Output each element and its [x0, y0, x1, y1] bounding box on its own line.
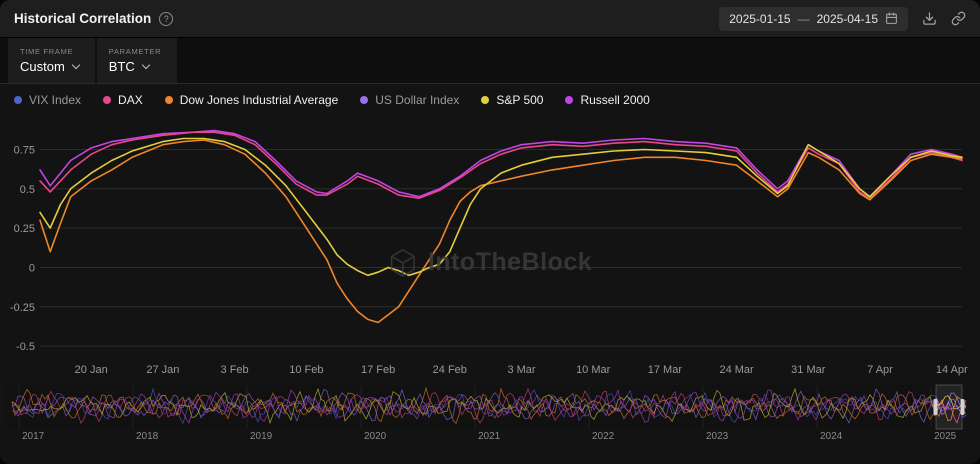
share-link-icon[interactable]	[951, 11, 966, 26]
svg-text:2019: 2019	[250, 431, 273, 442]
svg-text:3 Mar: 3 Mar	[507, 364, 535, 376]
svg-text:2024: 2024	[820, 431, 843, 442]
legend: VIX Index DAX Dow Jones Industrial Avera…	[0, 84, 980, 112]
svg-text:2025: 2025	[934, 431, 957, 442]
chevron-down-icon	[71, 60, 81, 70]
svg-text:3 Feb: 3 Feb	[221, 364, 249, 376]
time-frame-label: TIME FRAME	[20, 47, 74, 56]
legend-label: US Dollar Index	[375, 93, 460, 107]
calendar-icon	[885, 12, 898, 25]
svg-text:24 Feb: 24 Feb	[433, 364, 467, 376]
svg-text:17 Mar: 17 Mar	[648, 364, 683, 376]
date-range-separator: —	[797, 11, 810, 26]
chevron-down-icon	[141, 60, 151, 70]
svg-text:0.5: 0.5	[20, 184, 35, 196]
svg-text:2023: 2023	[706, 431, 729, 442]
series-color-dot	[360, 96, 369, 104]
parameter-label: PARAMETER	[108, 47, 162, 56]
legend-item-vix[interactable]: VIX Index	[14, 93, 81, 107]
time-frame-dropdown[interactable]: TIME FRAME Custom	[8, 38, 95, 83]
svg-text:2018: 2018	[136, 431, 159, 442]
download-icon[interactable]	[922, 11, 937, 26]
series-color-dot	[103, 96, 112, 104]
svg-text:17 Feb: 17 Feb	[361, 364, 395, 376]
help-icon[interactable]: ?	[159, 11, 174, 26]
svg-text:10 Feb: 10 Feb	[289, 364, 323, 376]
svg-text:14 Apr: 14 Apr	[936, 364, 968, 376]
controls-row: TIME FRAME Custom PARAMETER BTC	[0, 38, 980, 84]
legend-label: Dow Jones Industrial Average	[179, 93, 339, 107]
legend-item-russell-2000[interactable]: Russell 2000	[565, 93, 650, 107]
svg-text:31 Mar: 31 Mar	[791, 364, 826, 376]
legend-label: Russell 2000	[580, 93, 650, 107]
navigator-area: 2017 2018 2019 2020 2021 2022 2023 2024 2025	[6, 384, 974, 442]
svg-text:2021: 2021	[478, 431, 501, 442]
date-range-end: 2025-04-15	[816, 11, 878, 26]
correlation-chart[interactable]: 0.75 0.5 0.25 0 -0.25 -0.5 20 Jan 27 Jan 3 Feb 10…	[6, 114, 974, 380]
svg-text:7 Apr: 7 Apr	[867, 364, 893, 376]
svg-text:-0.5: -0.5	[16, 341, 35, 353]
date-range-button[interactable]: 2025-01-15 — 2025-04-15	[719, 6, 908, 31]
page-title: Historical Correlation	[14, 11, 152, 26]
svg-text:24 Mar: 24 Mar	[719, 364, 754, 376]
series-color-dot	[14, 96, 22, 104]
svg-text:27 Jan: 27 Jan	[146, 364, 179, 376]
parameter-value: BTC	[108, 59, 135, 74]
svg-text:2022: 2022	[592, 431, 615, 442]
legend-label: S&P 500	[496, 93, 544, 107]
legend-label: DAX	[118, 93, 143, 107]
svg-text:2020: 2020	[364, 431, 387, 442]
svg-text:2017: 2017	[22, 431, 45, 442]
series-color-dot	[565, 96, 574, 104]
series-color-dot	[164, 96, 173, 104]
legend-item-sp500[interactable]: S&P 500	[481, 93, 543, 107]
date-range-start: 2025-01-15	[729, 11, 791, 26]
legend-item-us-dollar-index[interactable]: US Dollar Index	[360, 93, 459, 107]
svg-text:0.75: 0.75	[14, 145, 35, 157]
series-color-dot	[481, 96, 490, 104]
legend-label: VIX Index	[29, 93, 82, 107]
parameter-dropdown[interactable]: PARAMETER BTC	[96, 38, 178, 83]
main-chart-area: 0.75 0.5 0.25 0 -0.25 -0.5 20 Jan 27 Jan 3 Feb 10…	[6, 114, 974, 380]
legend-item-dax[interactable]: DAX	[103, 93, 143, 107]
navigator-chart[interactable]: 2017 2018 2019 2020 2021 2022 2023 2024 2025	[6, 384, 974, 442]
svg-text:20 Jan: 20 Jan	[75, 364, 108, 376]
svg-text:10 Mar: 10 Mar	[576, 364, 611, 376]
svg-text:-0.25: -0.25	[10, 302, 35, 314]
svg-text:0: 0	[29, 263, 35, 275]
svg-text:0.25: 0.25	[14, 223, 35, 235]
legend-item-dow-jones[interactable]: Dow Jones Industrial Average	[164, 93, 339, 107]
time-frame-value: Custom	[20, 59, 65, 74]
header: Historical Correlation ? 2025-01-15 — 20…	[0, 0, 980, 38]
